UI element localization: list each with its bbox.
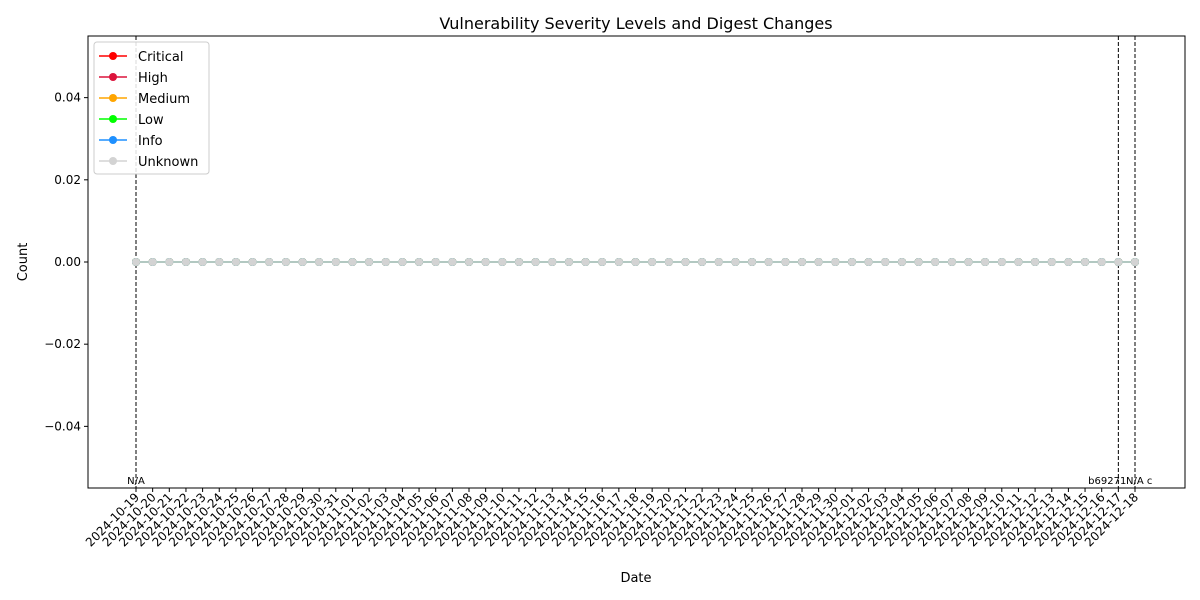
data-point: [381, 258, 390, 266]
y-tick-label: 0.00: [54, 255, 81, 269]
data-point: [548, 258, 557, 266]
legend-entry-unknown: Unknown: [138, 155, 198, 170]
data-point: [265, 258, 274, 266]
y-tick-label: 0.02: [54, 173, 81, 187]
data-point: [947, 258, 956, 266]
legend-swatch-marker: [109, 136, 117, 144]
data-point: [448, 258, 457, 266]
y-tick-label: 0.04: [54, 91, 81, 105]
data-point: [231, 258, 240, 266]
legend-swatch-marker: [109, 94, 117, 102]
data-point: [398, 258, 407, 266]
data-point: [881, 258, 890, 266]
data-point: [931, 258, 940, 266]
digest-change-label: b69271: [1088, 476, 1126, 487]
data-point: [165, 258, 174, 266]
legend: Critical High Medium Low Info Unknown: [93, 41, 210, 175]
data-point: [215, 258, 224, 266]
legend-entry-medium: Medium: [138, 92, 190, 107]
data-point: [798, 258, 806, 266]
digest-change-label: N/A: [127, 476, 145, 487]
data-point: [315, 258, 324, 266]
data-point: [465, 258, 473, 266]
data-point: [964, 258, 973, 266]
data-point: [598, 258, 607, 266]
data-point: [298, 258, 307, 266]
data-point: [914, 258, 923, 266]
data-point: [198, 258, 207, 266]
data-point: [681, 258, 690, 266]
y-axis-label: Count: [16, 243, 31, 282]
y-tick-label: −0.02: [44, 337, 81, 351]
legend-swatch-marker: [109, 73, 117, 81]
data-point: [365, 258, 374, 266]
x-axis-label: Date: [620, 571, 651, 586]
data-point: [181, 258, 190, 266]
data-point: [1064, 258, 1073, 266]
data-point: [731, 258, 740, 266]
legend-entry-critical: Critical: [138, 50, 183, 65]
data-point: [1081, 258, 1090, 266]
legend-entry-info: Info: [138, 134, 163, 149]
data-point: [331, 258, 340, 266]
data-point: [1047, 258, 1056, 266]
legend-entry-high: High: [138, 71, 168, 86]
legend-entry-low: Low: [138, 113, 164, 128]
data-point: [581, 258, 590, 266]
data-point: [897, 258, 906, 266]
y-tick-label: −0.04: [44, 419, 81, 433]
data-point: [1031, 258, 1040, 266]
data-point: [1097, 258, 1106, 266]
data-point: [1114, 258, 1123, 266]
data-point: [564, 258, 573, 266]
chart-title: Vulnerability Severity Levels and Digest…: [439, 14, 832, 33]
data-point: [997, 258, 1006, 266]
data-point: [831, 258, 840, 266]
legend-box: [93, 41, 210, 175]
data-point: [614, 258, 623, 266]
y-axis: −0.04 −0.02 0.00 0.02 0.04: [44, 91, 88, 433]
plot-area: N/A b69271 N/A c: [127, 36, 1152, 488]
data-point: [631, 258, 640, 266]
data-point: [1014, 258, 1023, 266]
data-point: [248, 258, 257, 266]
data-point: [648, 258, 657, 266]
data-point: [664, 258, 673, 266]
x-axis: 2024-10-192024-10-202024-10-212024-10-22…: [83, 488, 1141, 549]
data-point: [814, 258, 823, 266]
data-point: [481, 258, 490, 266]
legend-swatch-marker: [109, 115, 117, 123]
legend-swatch-marker: [109, 157, 117, 165]
data-point: [698, 258, 707, 266]
data-point: [348, 258, 357, 266]
data-point: [981, 258, 990, 266]
data-point: [1131, 258, 1139, 266]
data-point: [148, 258, 157, 266]
data-point: [415, 258, 424, 266]
legend-swatch-marker: [109, 52, 117, 60]
data-point: [431, 258, 440, 266]
digest-change-label: N/A c: [1126, 476, 1152, 487]
data-point: [531, 258, 540, 266]
data-point: [514, 258, 523, 266]
data-point: [847, 258, 856, 266]
data-point: [781, 258, 790, 266]
data-point: [714, 258, 723, 266]
data-point: [764, 258, 773, 266]
data-point: [281, 258, 290, 266]
data-point: [748, 258, 757, 266]
data-point: [132, 258, 140, 266]
data-point: [498, 258, 507, 266]
data-point: [864, 258, 873, 266]
